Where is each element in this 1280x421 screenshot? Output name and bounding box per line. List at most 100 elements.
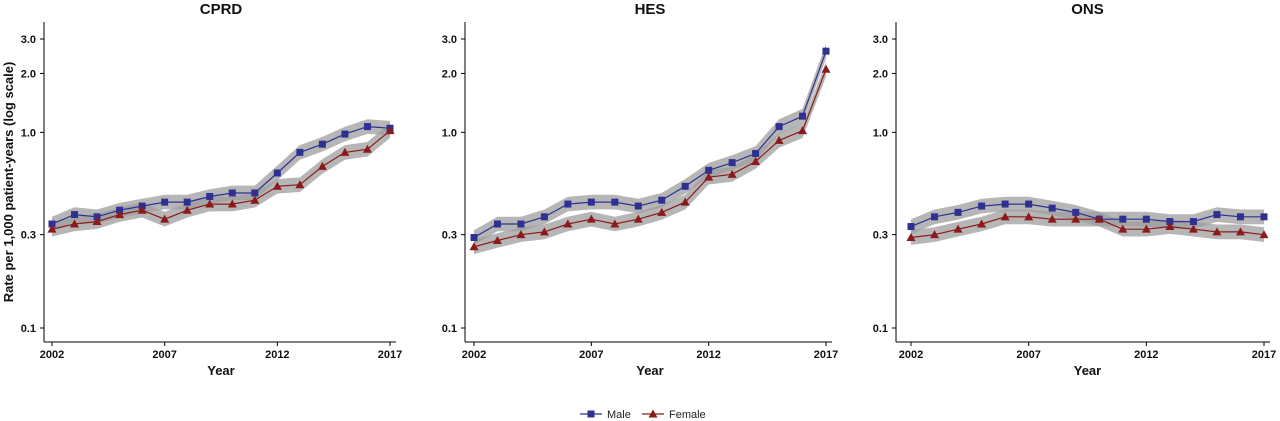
data-point-female [610, 219, 620, 228]
data-point-male [363, 123, 371, 131]
data-point-male [587, 198, 595, 206]
data-point-male [1260, 213, 1268, 221]
data-point-male [728, 159, 736, 167]
data-point-male [931, 213, 939, 221]
data-point-female [47, 224, 57, 233]
data-point-male [1072, 208, 1080, 216]
data-point-female [798, 126, 808, 135]
data-point-male [907, 223, 915, 231]
data-point-female [1047, 214, 1057, 223]
data-point-female [1165, 222, 1175, 231]
data-point-female [751, 156, 761, 165]
y-tick-label: 2.0 [21, 68, 36, 80]
data-point-female [1094, 214, 1104, 223]
x-tick-label: 2012 [696, 349, 720, 361]
data-point-male [206, 193, 214, 201]
data-point-male [318, 140, 326, 148]
series-line-male [910, 203, 1264, 228]
y-tick-label: 0.3 [442, 230, 457, 242]
ci-band-male [52, 119, 390, 232]
legend: Male Female [580, 409, 706, 421]
x-tick-label: 2017 [814, 349, 838, 361]
data-point-male [681, 182, 689, 190]
y-tick-label: 0.1 [21, 323, 36, 335]
data-point-female [1259, 230, 1269, 239]
legend-label: Female [669, 409, 706, 421]
data-point-female [821, 64, 831, 73]
panel-title: HES [635, 1, 666, 18]
data-point-female [1118, 224, 1128, 233]
x-tick-label: 2002 [899, 349, 923, 361]
data-point-female [317, 161, 327, 170]
data-point-male [1001, 200, 1009, 208]
data-point-female [1071, 214, 1081, 223]
data-point-female [340, 147, 350, 156]
series-line-female [51, 130, 391, 230]
data-point-female [362, 144, 372, 153]
data-point-male [183, 198, 191, 206]
x-tick-label: 2002 [462, 349, 486, 361]
x-tick-label: 2007 [579, 349, 603, 361]
data-point-female [70, 219, 80, 228]
data-point-female [272, 181, 282, 190]
data-point-female [906, 233, 916, 242]
legend-label: Male [607, 409, 631, 421]
y-tick-label: 2.0 [442, 68, 457, 80]
y-tick-label: 1.0 [442, 127, 457, 139]
data-point-female [1188, 224, 1198, 233]
data-point-female [539, 227, 549, 236]
data-point-male [341, 130, 349, 138]
data-point-male [634, 202, 642, 210]
y-tick-label: 0.3 [21, 230, 36, 242]
data-point-male [1142, 215, 1150, 223]
data-point-male [1025, 200, 1033, 208]
x-tick-label: 2012 [265, 349, 289, 361]
y-tick-label: 0.3 [873, 230, 888, 242]
y-tick-label: 0.1 [442, 323, 457, 335]
data-point-female [704, 172, 714, 181]
y-tick-label: 3.0 [442, 34, 457, 46]
data-point-male [161, 198, 169, 206]
data-point-female [385, 126, 395, 135]
data-point-male [93, 213, 101, 221]
data-point-female [137, 205, 147, 214]
data-point-female [469, 242, 479, 251]
panel-title: ONS [1071, 1, 1104, 18]
y-tick-label: 3.0 [21, 34, 36, 46]
data-point-male [1189, 218, 1197, 226]
series-line-male [51, 125, 391, 225]
x-tick-label: 2012 [1134, 349, 1158, 361]
y-tick-label: 0.1 [873, 323, 888, 335]
y-tick-label: 1.0 [21, 127, 36, 139]
data-point-male [540, 213, 548, 221]
data-point-male [493, 220, 501, 228]
data-point-female [774, 135, 784, 144]
data-point-female [92, 217, 102, 226]
series-line-male [473, 50, 827, 239]
data-point-male [48, 220, 56, 228]
data-point-male [1119, 215, 1127, 223]
data-point-female [182, 205, 192, 214]
y-tick-label: 3.0 [873, 34, 888, 46]
data-point-female [492, 236, 502, 245]
data-point-male [954, 208, 962, 216]
data-point-female [160, 214, 170, 223]
data-point-female [1235, 227, 1245, 236]
data-point-female [563, 219, 573, 228]
x-tick-label: 2007 [152, 349, 176, 361]
ci-band-female [52, 123, 390, 237]
x-tick-label: 2017 [378, 349, 402, 361]
data-point-female [250, 195, 260, 204]
data-point-male [564, 200, 572, 208]
data-point-male [228, 189, 236, 197]
data-point-female [1000, 212, 1010, 221]
data-point-female [633, 214, 643, 223]
panel-hes: HES 0.1 0.3 1.0 2.0 3.0 2002 2007 2012 2017 Year [442, 1, 839, 378]
data-point-female [1024, 212, 1034, 221]
data-point-male [1213, 211, 1221, 219]
data-point-female [586, 214, 596, 223]
data-point-male [978, 202, 986, 210]
y-axis-title: Rate per 1,000 patient-years (log scale) [1, 62, 16, 303]
series-line-female [910, 216, 1265, 239]
